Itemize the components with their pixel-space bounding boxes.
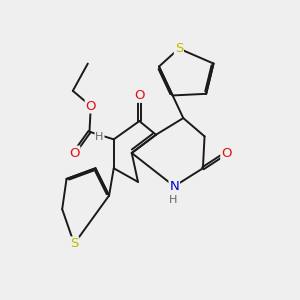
Text: O: O <box>221 146 232 160</box>
Text: S: S <box>175 42 183 55</box>
Text: H: H <box>169 196 177 206</box>
Text: O: O <box>69 146 80 160</box>
Text: O: O <box>85 100 96 112</box>
Text: O: O <box>134 89 145 102</box>
Text: S: S <box>70 237 78 250</box>
Text: H: H <box>95 132 104 142</box>
Text: N: N <box>169 180 179 193</box>
